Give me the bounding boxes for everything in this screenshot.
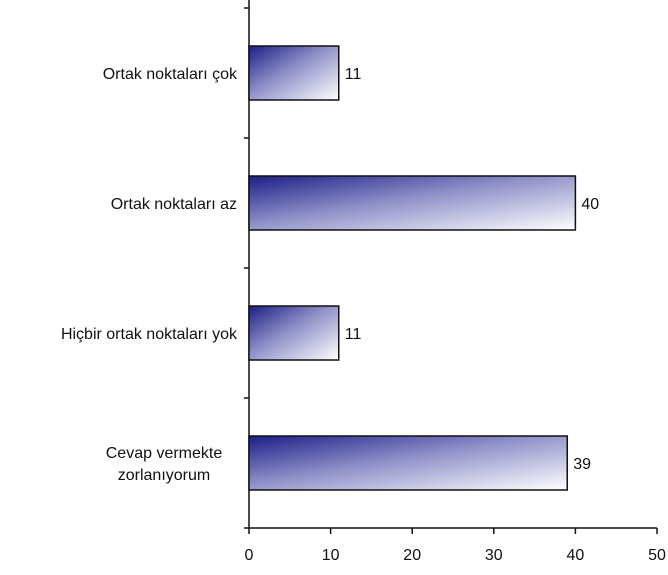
category-label: Ortak noktaları çok	[103, 66, 238, 83]
x-tick-label: 30	[485, 547, 503, 564]
category-label-line: Cevap vermekte	[106, 445, 223, 462]
bar	[248, 305, 340, 361]
bar	[248, 435, 568, 491]
category-label-line: Hiçbir ortak noktaları yok	[61, 326, 238, 343]
category-label-line: Ortak noktaları az	[111, 196, 237, 213]
bar	[248, 45, 340, 101]
x-tick-label: 50	[648, 547, 666, 564]
labels: 0 10 20 30 40 50 11 Ortak noktaları çok 40 Ortak …	[61, 66, 666, 564]
value-label: 39	[573, 456, 591, 473]
category-label: Cevap vermekte zorlanıyorum	[106, 445, 223, 484]
value-label: 40	[581, 196, 599, 213]
x-tick-label: 20	[403, 547, 421, 564]
value-label: 11	[345, 326, 362, 343]
bar	[248, 175, 577, 231]
category-label-line: zorlanıyorum	[118, 467, 210, 484]
category-label-line: Ortak noktaları çok	[103, 66, 238, 83]
x-tick-label: 10	[322, 547, 340, 564]
x-tick-label: 0	[245, 547, 254, 564]
bars	[248, 45, 577, 491]
value-label: 11	[345, 66, 362, 83]
x-tick-label: 40	[567, 547, 585, 564]
category-label: Ortak noktaları az	[111, 196, 237, 213]
category-label: Hiçbir ortak noktaları yok	[61, 326, 238, 343]
